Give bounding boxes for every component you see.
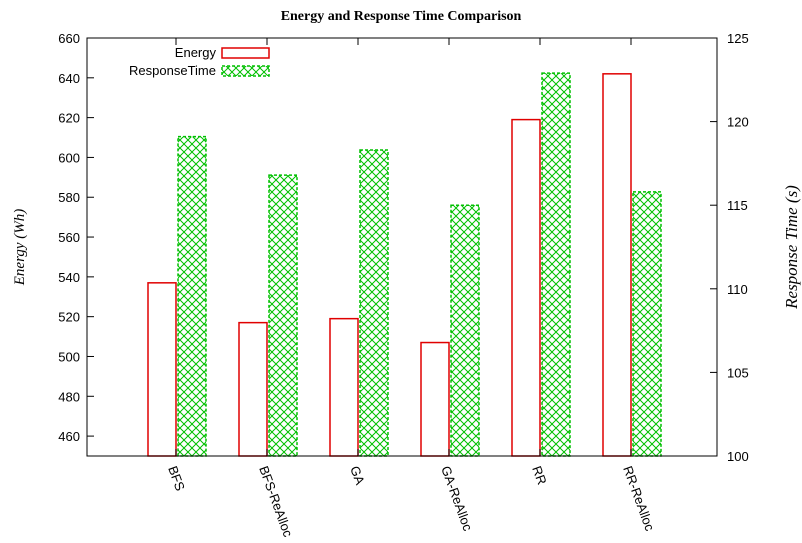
y-tick-label-640: 640: [58, 71, 80, 86]
y-tick-label-580: 580: [58, 190, 80, 205]
bar-energy-4: [511, 118, 541, 457]
legend-label-energy: Energy: [175, 45, 217, 60]
x-tick-label-1: BFS-ReAlloc: [256, 464, 296, 540]
x-tick-label-4: RR: [529, 464, 550, 487]
bar-energy-0: [147, 282, 177, 457]
bar-responsetime-1: [268, 174, 298, 457]
bar-responsetime-3: [450, 204, 480, 457]
bar-energy-2: [329, 317, 359, 457]
y-tick-label-600: 600: [58, 150, 80, 165]
y-tick-label-620: 620: [58, 111, 80, 126]
x-tick-label-3: GA-ReAlloc: [438, 464, 475, 533]
chart-title: Energy and Response Time Comparison: [281, 9, 522, 24]
x-tick-label-0: BFS: [165, 464, 188, 493]
bar-responsetime-2: [359, 149, 389, 457]
bar-responsetime-0: [177, 135, 207, 457]
y2-tick-label-120: 120: [727, 115, 749, 130]
legend-swatch-energy: [221, 47, 270, 59]
y2-tick-label-100: 100: [727, 449, 749, 464]
plot-frame: [86, 37, 718, 457]
bar-energy-5: [602, 73, 632, 457]
y2-tick-label-125: 125: [727, 31, 749, 46]
plot-area: [147, 72, 662, 457]
y-tick-label-500: 500: [58, 349, 80, 364]
y2-tick-label-115: 115: [727, 198, 748, 213]
legend-label-responsetime: ResponseTime: [129, 63, 216, 78]
x-tick-label-2: GA: [347, 464, 368, 487]
x-tick-label-5: RR-ReAlloc: [620, 464, 657, 533]
legend-swatch-responsetime: [221, 65, 270, 77]
legend: Energy ResponseTime: [129, 45, 270, 78]
y-tick-label-480: 480: [58, 389, 80, 404]
bar-energy-3: [420, 341, 450, 457]
y-tick-label-540: 540: [58, 270, 80, 285]
bar-energy-1: [238, 321, 268, 457]
y-tick-label-560: 560: [58, 230, 80, 245]
y-tick-label-520: 520: [58, 310, 80, 325]
y2-tick-label-105: 105: [727, 365, 749, 380]
y2-axis-label: Response Time (s): [782, 185, 801, 310]
bar-responsetime-4: [541, 72, 571, 457]
bar-responsetime-5: [632, 191, 662, 457]
y-axis-label: Energy (Wh): [12, 209, 28, 287]
y-tick-label-660: 660: [58, 31, 80, 46]
y-tick-label-460: 460: [58, 429, 80, 444]
y2-tick-label-110: 110: [727, 282, 748, 297]
